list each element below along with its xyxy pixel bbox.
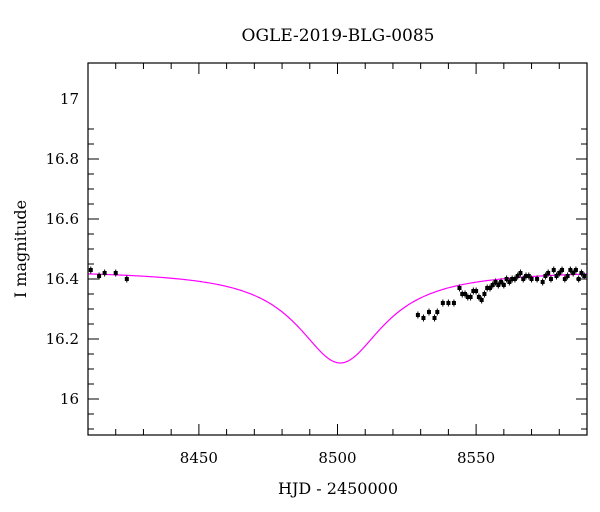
data-point [499, 278, 504, 286]
data-point [474, 287, 479, 295]
x-tick-label: 8550 [457, 449, 495, 467]
data-point [88, 266, 93, 274]
data-point [501, 281, 506, 289]
data-point [476, 293, 481, 301]
data-point [573, 266, 578, 274]
y-axis-label: I magnitude [11, 200, 30, 298]
y-tick-label: 16.6 [46, 210, 79, 228]
data-point [571, 269, 576, 277]
data-point [562, 275, 567, 283]
data-point [551, 266, 556, 274]
data-point [493, 278, 498, 286]
data-point [524, 272, 529, 280]
data-point [579, 269, 584, 277]
data-point [446, 299, 451, 307]
model-curve [87, 273, 588, 364]
data-point [568, 266, 573, 274]
data-point [535, 275, 540, 283]
data-point [113, 269, 118, 277]
data-point [482, 290, 487, 298]
data-point [515, 272, 520, 280]
x-axis-label: HJD - 2450000 [278, 479, 398, 498]
data-point [471, 287, 476, 295]
data-point [582, 272, 587, 280]
data-point [440, 299, 445, 307]
plot-frame [87, 62, 588, 436]
data-point [451, 299, 456, 307]
x-tick-label: 8500 [318, 449, 356, 467]
axis-ticks [87, 63, 588, 435]
chart-title: OGLE-2019-BLG-0085 [242, 26, 435, 46]
data-point [521, 275, 526, 283]
data-point [421, 314, 426, 322]
data-point [468, 293, 473, 301]
data-point [124, 275, 129, 283]
data-point [426, 308, 431, 316]
data-point [529, 275, 534, 283]
data-point [102, 269, 107, 277]
data-point [526, 272, 531, 280]
data-point [479, 296, 484, 304]
data-point [485, 284, 490, 292]
y-tick-label: 16.4 [46, 270, 79, 288]
data-point [432, 314, 437, 322]
data-point [496, 281, 501, 289]
data-point [507, 278, 512, 286]
y-tick-label: 16.2 [46, 330, 79, 348]
y-tick-label: 17 [60, 90, 79, 108]
data-point [465, 293, 470, 301]
data-point [557, 269, 562, 277]
data-point [415, 311, 420, 319]
data-point [565, 272, 570, 280]
y-tick-label: 16.8 [46, 150, 79, 168]
data-point [560, 266, 565, 274]
data-point [487, 284, 492, 292]
data-point [463, 290, 468, 298]
data-point [543, 272, 548, 280]
x-tick-label: 8450 [180, 449, 218, 467]
data-point [460, 290, 465, 298]
data-point [97, 272, 102, 280]
data-point [435, 308, 440, 316]
data-point [546, 269, 551, 277]
data-point [512, 275, 517, 283]
data-point [510, 275, 515, 283]
data-point [504, 275, 509, 283]
data-point [490, 281, 495, 289]
data-point [554, 272, 559, 280]
data-point [548, 275, 553, 283]
data-point [518, 269, 523, 277]
data-point [540, 278, 545, 286]
data-point [457, 284, 462, 292]
y-tick-label: 16 [60, 390, 79, 408]
